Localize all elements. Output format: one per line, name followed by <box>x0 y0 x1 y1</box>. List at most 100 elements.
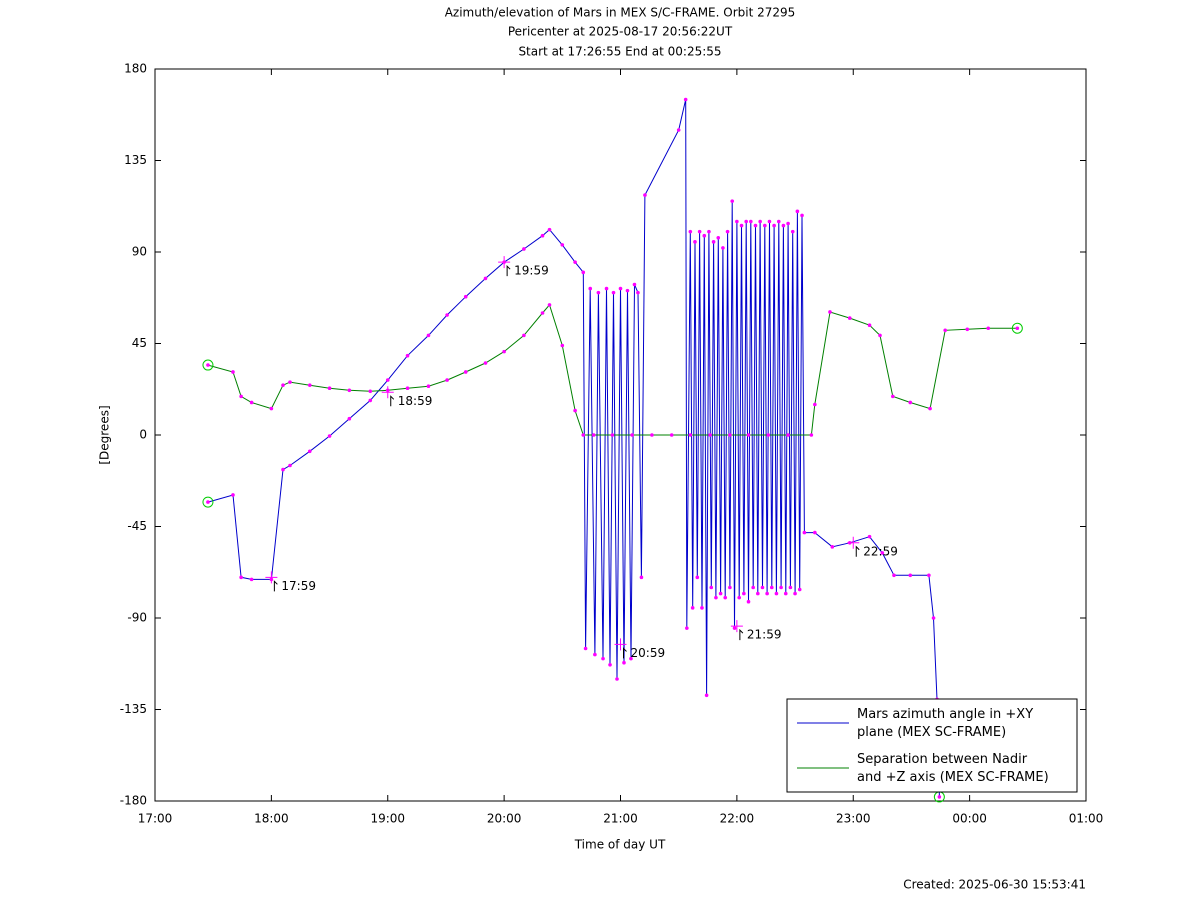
data-point <box>690 606 695 610</box>
data-point <box>776 219 781 224</box>
y-tick-label: -180 <box>120 794 147 808</box>
data-point <box>765 591 769 596</box>
title: Azimuth/elevation of Mars in MEX S/C-FRA… <box>445 6 796 20</box>
data-point <box>774 591 779 596</box>
data-point <box>483 276 488 281</box>
data-point <box>772 223 776 228</box>
data-point <box>744 219 748 224</box>
data-point <box>797 587 802 592</box>
data-point <box>540 311 545 315</box>
data-point <box>779 585 783 590</box>
data-point <box>704 693 709 698</box>
data-point <box>878 333 882 338</box>
data-point <box>618 286 623 291</box>
data-point <box>809 433 814 437</box>
data-point <box>931 616 936 620</box>
data-point <box>688 229 693 234</box>
y-tick-label: -90 <box>127 611 147 625</box>
data-point <box>249 400 254 405</box>
y-axis-label: [Degrees] <box>98 405 112 464</box>
data-point <box>892 573 896 578</box>
data-point <box>802 530 807 535</box>
endpoint-circle <box>1011 322 1023 334</box>
data-point <box>737 595 742 600</box>
x-tick-label: 01:00 <box>1069 812 1104 826</box>
footer: Created: 2025-06-30 15:53:41 <box>903 878 1086 892</box>
data-point <box>709 585 714 590</box>
data-point <box>880 551 885 555</box>
x-tick-label: 00:00 <box>952 812 987 826</box>
legend-label: Mars azimuth angle in +XY plane (MEX SC-… <box>857 707 1034 740</box>
data-point <box>728 433 732 437</box>
subtitle: Pericenter at 2025-08-17 20:56:22UT <box>508 25 733 39</box>
data-point <box>783 591 788 596</box>
data-point <box>608 662 612 667</box>
data-point <box>714 595 718 600</box>
data-point <box>573 408 577 413</box>
data-point <box>749 219 753 224</box>
y-tick-label: -45 <box>127 519 147 533</box>
data-point <box>636 290 640 295</box>
data-point <box>695 575 700 580</box>
data-point <box>547 227 552 232</box>
data-point <box>693 240 697 244</box>
data-point <box>908 573 913 578</box>
x-tick-label: 17:00 <box>138 812 173 826</box>
data-point <box>405 353 410 358</box>
data-point <box>766 433 771 437</box>
annotation-pointer <box>273 580 278 592</box>
data-point <box>746 433 751 437</box>
data-point <box>746 599 751 604</box>
data-point <box>281 467 285 472</box>
data-point <box>368 398 373 403</box>
data-point <box>288 380 292 384</box>
data-point <box>769 585 774 590</box>
data-point <box>547 303 552 307</box>
data-point <box>650 433 654 437</box>
data-point <box>231 370 235 374</box>
data-point <box>581 433 586 437</box>
data-point <box>793 591 797 596</box>
data-point <box>560 343 565 348</box>
data-point <box>735 219 739 224</box>
data-point <box>908 400 913 405</box>
annotation-label: 22:59 <box>863 544 898 558</box>
data-point <box>463 370 468 374</box>
annotation-pointer <box>855 545 860 557</box>
x-tick-label: 20:00 <box>487 812 522 826</box>
data-point <box>763 223 767 228</box>
data-point <box>708 433 712 437</box>
annotation-label: 18:59 <box>398 394 433 408</box>
data-point <box>610 433 615 437</box>
annotation-pointer <box>390 395 395 407</box>
data-point <box>502 349 506 354</box>
data-point <box>730 199 735 203</box>
data-point <box>632 282 637 287</box>
data-point <box>583 646 588 651</box>
data-point <box>756 591 760 596</box>
data-point <box>622 660 626 665</box>
x-tick-label: 19:00 <box>370 812 405 826</box>
data-point <box>385 378 390 382</box>
annotation-cross <box>498 256 511 269</box>
y-tick-label: 45 <box>132 336 147 350</box>
data-point <box>588 286 593 291</box>
data-point <box>758 219 762 224</box>
data-point <box>591 433 596 437</box>
data-point <box>786 221 790 226</box>
data-point <box>937 795 942 799</box>
data-point <box>683 97 688 102</box>
annotation-label: 20:59 <box>631 646 666 660</box>
legend-box <box>786 698 1078 793</box>
data-point <box>522 333 526 338</box>
data-point <box>742 591 746 596</box>
data-point <box>426 384 431 389</box>
data-point <box>700 606 704 610</box>
data-point <box>753 223 758 228</box>
data-point <box>676 128 681 132</box>
data-point <box>601 656 605 661</box>
data-point <box>847 316 852 320</box>
data-point <box>788 585 793 590</box>
annotation-cross <box>847 536 860 549</box>
